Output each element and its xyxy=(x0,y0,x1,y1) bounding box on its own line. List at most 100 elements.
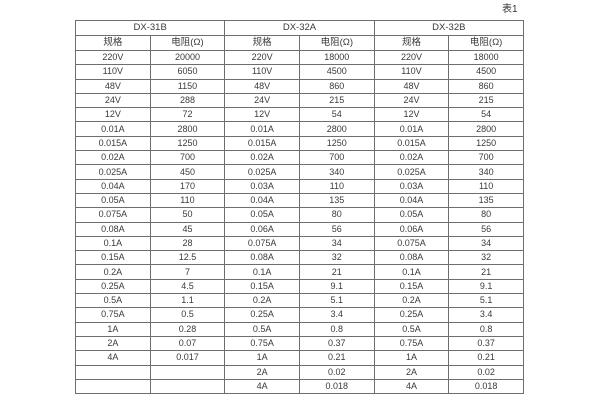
spec-column-header: 规格 xyxy=(75,35,151,51)
table-header: DX-31B DX-32A DX-32B 规格 电阻(Ω) 规格 电阻(Ω) 规格 电阻(Ω) xyxy=(74,20,525,51)
spec-cell: 0.5A xyxy=(373,321,450,337)
column-header-row: 规格 电阻(Ω) 规格 电阻(Ω) 规格 电阻(Ω) xyxy=(75,35,524,51)
spec-cell: 0.02A xyxy=(75,150,151,166)
spec-cell: 220V xyxy=(224,49,300,66)
spec-cell: 12V xyxy=(224,107,300,123)
table-row: 0.5A 1.1 0.2A 5.1 0.2A 5.1 xyxy=(75,293,524,309)
resistance-cell: 110 xyxy=(149,192,226,209)
spec-cell: 0.15A xyxy=(224,278,300,295)
resistance-cell: 450 xyxy=(149,164,226,180)
resistance-cell: 1250 xyxy=(149,135,226,152)
spec-cell: 0.03A xyxy=(224,178,300,194)
spec-cell: 0.1A xyxy=(75,235,151,252)
resistance-cell: 32 xyxy=(448,250,524,266)
spec-cell: 2A xyxy=(75,335,151,352)
resistance-cell: 1.1 xyxy=(149,293,226,309)
spec-column-header: 规格 xyxy=(224,35,300,51)
resistance-cell xyxy=(149,378,226,395)
spec-cell: 0.025A xyxy=(75,164,151,180)
resistance-cell: 0.018 xyxy=(448,378,524,395)
spec-cell: 0.05A xyxy=(224,207,300,223)
spec-cell: 1A xyxy=(75,321,151,337)
resistance-cell: 0.017 xyxy=(149,350,226,366)
resistance-cell: 700 xyxy=(298,150,375,166)
table-row: 0.2A 7 0.1A 21 0.1A 21 xyxy=(75,264,524,280)
group-title: DX-32B xyxy=(373,20,525,36)
spec-cell: 4A xyxy=(75,350,151,366)
spec-cell: 0.25A xyxy=(75,278,151,295)
resistance-cell: 21 xyxy=(448,264,524,280)
resistance-cell: 340 xyxy=(298,164,375,180)
spec-cell: 0.5A xyxy=(75,293,151,309)
resistance-cell: 12.5 xyxy=(149,250,226,266)
resistance-cell: 28 xyxy=(149,235,226,252)
table-row: 0.1A 28 0.075A 34 0.075A 34 xyxy=(75,235,524,252)
resistance-cell: 18000 xyxy=(298,49,375,66)
resistance-column-header: 电阻(Ω) xyxy=(298,35,375,51)
resistance-cell: 45 xyxy=(149,221,226,237)
spec-cell: 12V xyxy=(75,107,151,123)
resistance-cell: 54 xyxy=(298,107,375,123)
resistance-cell: 0.02 xyxy=(298,364,375,380)
table-row: 0.75A 0.5 0.25A 3.4 0.25A 3.4 xyxy=(75,307,524,323)
resistance-cell: 9.1 xyxy=(298,278,375,295)
table-caption: 表1 xyxy=(502,4,518,15)
spec-cell: 0.08A xyxy=(75,221,151,237)
resistance-cell: 700 xyxy=(448,150,524,166)
spec-cell: 0.2A xyxy=(75,264,151,280)
spec-cell: 220V xyxy=(373,49,450,66)
spec-cell: 0.06A xyxy=(373,221,450,237)
table-row: 2A 0.07 0.75A 0.37 0.75A 0.37 xyxy=(75,335,524,352)
table-row: 12V 72 12V 54 12V 54 xyxy=(75,107,524,123)
spec-cell: 2A xyxy=(224,364,300,380)
table-body: 220V 20000 220V 18000 220V 18000 110V 6050 110V 4… xyxy=(75,49,524,395)
spec-cell: 0.04A xyxy=(224,192,300,209)
resistance-cell: 0.37 xyxy=(448,335,524,352)
table-row: 220V 20000 220V 18000 220V 18000 xyxy=(75,49,524,66)
table-row: 24V 288 24V 215 24V 215 xyxy=(75,92,524,109)
resistance-cell: 110 xyxy=(298,178,375,194)
spec-cell: 0.1A xyxy=(373,264,450,280)
spec-cell: 0.02A xyxy=(373,150,450,166)
spec-cell: 0.1A xyxy=(224,264,300,280)
spec-cell: 0.015A xyxy=(224,135,300,152)
resistance-cell: 32 xyxy=(298,250,375,266)
spec-column-header: 规格 xyxy=(373,35,450,51)
resistance-cell: 1150 xyxy=(149,78,226,94)
spec-cell: 220V xyxy=(75,49,151,66)
resistance-cell: 0.21 xyxy=(448,350,524,366)
spec-cell: 1A xyxy=(224,350,300,366)
resistance-cell: 860 xyxy=(448,78,524,94)
resistance-cell: 34 xyxy=(298,235,375,252)
table-row: 1A 0.28 0.5A 0.8 0.5A 0.8 xyxy=(75,321,524,337)
spec-cell: 0.075A xyxy=(373,235,450,252)
resistance-cell: 50 xyxy=(149,207,226,223)
resistance-cell: 9.1 xyxy=(448,278,524,295)
spec-cell: 0.01A xyxy=(75,121,151,137)
resistance-cell: 4500 xyxy=(448,64,524,80)
resistance-cell: 7 xyxy=(149,264,226,280)
resistance-cell: 18000 xyxy=(448,49,524,66)
spec-cell: 24V xyxy=(373,92,450,109)
spec-cell: 0.25A xyxy=(224,307,300,323)
resistance-cell: 110 xyxy=(448,178,524,194)
spec-cell: 0.15A xyxy=(373,278,450,295)
table-row: 0.15A 12.5 0.08A 32 0.08A 32 xyxy=(75,250,524,266)
spec-cell: 0.02A xyxy=(224,150,300,166)
resistance-cell: 4.5 xyxy=(149,278,226,295)
spec-cell: 0.025A xyxy=(224,164,300,180)
spec-cell: 4A xyxy=(224,378,300,395)
resistance-cell: 20000 xyxy=(149,49,226,66)
spec-cell: 0.04A xyxy=(75,178,151,194)
resistance-cell: 5.1 xyxy=(298,293,375,309)
spec-cell: 0.75A xyxy=(224,335,300,352)
spec-cell: 0.01A xyxy=(373,121,450,137)
spec-cell: 0.75A xyxy=(75,307,151,323)
resistance-cell: 135 xyxy=(448,192,524,209)
table-row: 0.25A 4.5 0.15A 9.1 0.15A 9.1 xyxy=(75,278,524,295)
resistance-cell: 2800 xyxy=(448,121,524,137)
resistance-cell: 3.4 xyxy=(298,307,375,323)
resistance-cell: 2800 xyxy=(298,121,375,137)
resistance-cell: 215 xyxy=(298,92,375,109)
